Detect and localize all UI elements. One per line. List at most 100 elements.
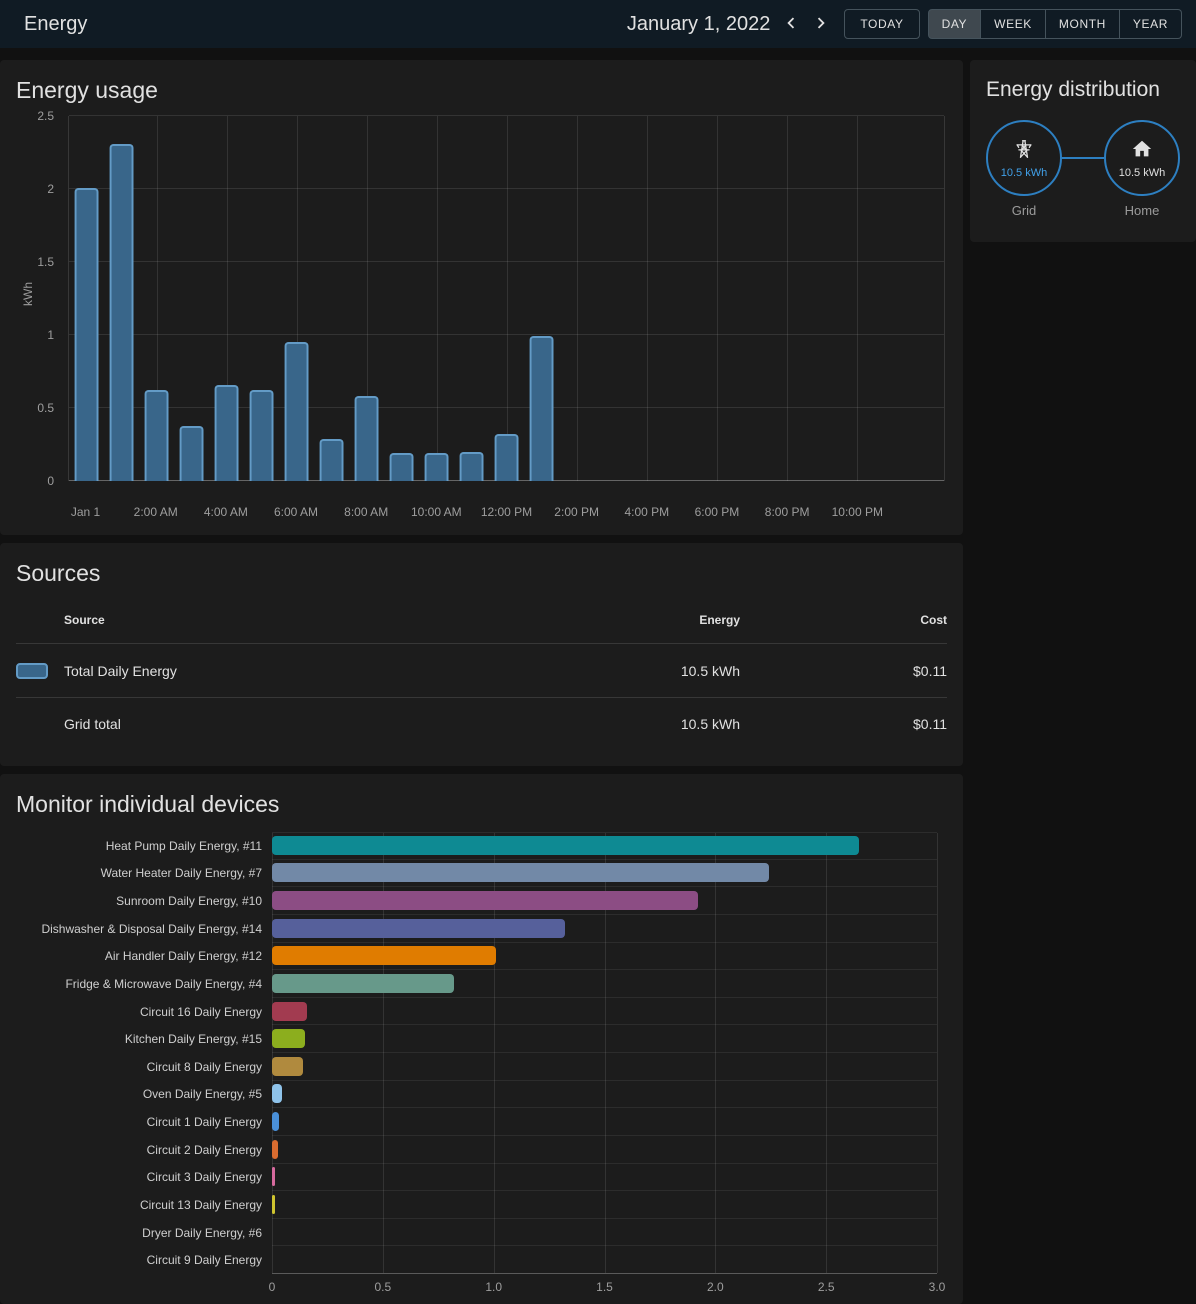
usage-bar[interactable]	[109, 143, 134, 481]
device-bar[interactable]	[272, 973, 454, 993]
x-tick-label: 2:00 AM	[133, 505, 178, 519]
y-tick-label: 1	[47, 328, 54, 342]
gridline-x	[786, 116, 788, 481]
device-bar[interactable]	[272, 863, 769, 883]
grid-to-home-flow-line	[1062, 157, 1104, 159]
device-row: Circuit 9 Daily Energy	[16, 1246, 947, 1274]
device-bar[interactable]	[272, 1194, 275, 1214]
today-button[interactable]: TODAY	[844, 9, 920, 39]
x-tick-label: 4:00 PM	[624, 505, 670, 519]
usage-yaxis: 0 0.5 1 1.5 2 2.5	[16, 109, 62, 488]
gridline-x	[296, 116, 298, 481]
usage-chart: kWh 0 0.5 1 1.5 2 2.5 Jan 1 2:00 AM 4:00 AM 6:00…	[16, 104, 947, 519]
device-track	[272, 1025, 937, 1053]
table-row: Total Daily Energy 10.5 kWh $0.11	[16, 644, 947, 697]
device-track	[272, 1164, 937, 1192]
x-tick-label: 3.0	[928, 1280, 946, 1294]
usage-bar[interactable]	[284, 342, 309, 481]
usage-bar[interactable]	[319, 438, 344, 481]
device-bar[interactable]	[272, 891, 698, 911]
usage-bar[interactable]	[424, 453, 449, 481]
gridline-y	[69, 334, 944, 335]
device-track	[272, 887, 937, 915]
home-value: 10.5 kWh	[1118, 166, 1166, 179]
chevron-right-icon	[810, 12, 832, 37]
device-label: Circuit 1 Daily Energy	[146, 1115, 262, 1130]
usage-bar[interactable]	[249, 390, 274, 481]
x-tick-label: 1.0	[485, 1280, 502, 1294]
home-circle: 10.5 kWh	[1104, 120, 1180, 196]
device-bar[interactable]	[272, 835, 860, 855]
x-tick-label: 1.5	[596, 1280, 613, 1294]
x-tick-label: 12:00 PM	[480, 505, 533, 519]
device-bar[interactable]	[272, 1167, 275, 1187]
right-column: Energy distribution	[970, 60, 1196, 1304]
y-tick-label: 0	[47, 474, 54, 488]
devices-chart: Heat Pump Daily Energy, #11 Water Heater …	[16, 832, 947, 1294]
app-header: Energy January 1, 2022 TODAY DAY WEEK MO…	[0, 0, 1196, 48]
column-header-cost: Cost	[920, 612, 947, 627]
device-row: Air Handler Daily Energy, #12	[16, 943, 947, 971]
usage-bar[interactable]	[214, 384, 239, 481]
column-header-energy: Energy	[699, 612, 740, 627]
usage-bar[interactable]	[179, 425, 204, 481]
device-label: Dishwasher & Disposal Daily Energy, #14	[41, 921, 262, 936]
device-bar[interactable]	[272, 1029, 306, 1049]
usage-bar[interactable]	[354, 396, 379, 481]
source-energy: 10.5 kWh	[680, 716, 740, 732]
gridline-x	[826, 833, 828, 1273]
device-row: Oven Daily Energy, #5	[16, 1081, 947, 1109]
usage-bar[interactable]	[494, 434, 519, 481]
device-label: Oven Daily Energy, #5	[142, 1087, 262, 1102]
energy-usage-card: Energy usage kWh 0 0.5 1 1.5 2 2.5 Jan 1 2:00 …	[0, 60, 963, 535]
device-rows: Heat Pump Daily Energy, #11 Water Heater …	[16, 832, 947, 1274]
gridline-x	[366, 116, 368, 481]
usage-bar[interactable]	[74, 187, 99, 481]
device-bar[interactable]	[272, 1056, 304, 1076]
device-bar[interactable]	[272, 918, 565, 938]
device-row: Water Heater Daily Energy, #7	[16, 860, 947, 888]
device-bar[interactable]	[272, 946, 496, 966]
next-date-button[interactable]	[806, 6, 836, 42]
device-track	[272, 1246, 937, 1274]
device-row: Circuit 2 Daily Energy	[16, 1136, 947, 1164]
source-cost: $0.11	[913, 716, 947, 732]
device-bar[interactable]	[272, 1112, 279, 1132]
device-track	[272, 998, 937, 1026]
gridline-x	[716, 116, 718, 481]
distribution-card-title: Energy distribution	[986, 78, 1160, 101]
usage-bar[interactable]	[529, 336, 554, 481]
x-tick-label: 6:00 PM	[694, 505, 740, 519]
source-name: Grid total	[64, 716, 121, 732]
column-header-source: Source	[64, 612, 105, 627]
sources-table-header: Source Energy Cost	[16, 596, 947, 644]
tab-week[interactable]: WEEK	[981, 9, 1046, 39]
usage-bar[interactable]	[459, 451, 484, 481]
gridline-x	[493, 833, 495, 1273]
gridline-x	[576, 116, 578, 481]
grid-node: 10.5 kWh Grid	[986, 120, 1062, 218]
device-track	[272, 970, 937, 998]
tab-day[interactable]: DAY	[927, 9, 982, 39]
x-tick-label: 2.0	[706, 1280, 724, 1294]
home-label: Home	[1124, 203, 1160, 218]
usage-bar[interactable]	[389, 453, 414, 481]
gridline-x	[937, 833, 938, 1273]
usage-bar[interactable]	[144, 390, 169, 481]
device-bar[interactable]	[272, 1001, 308, 1021]
gridline-y	[69, 188, 944, 189]
device-bar[interactable]	[272, 1139, 278, 1159]
device-row: Circuit 1 Daily Energy	[16, 1108, 947, 1136]
y-tick-label: 0.5	[37, 401, 54, 415]
devices-card-title: Monitor individual devices	[16, 791, 280, 817]
tab-year[interactable]: YEAR	[1119, 9, 1182, 39]
device-bar[interactable]	[272, 1084, 282, 1104]
device-label: Air Handler Daily Energy, #12	[104, 949, 262, 964]
device-row: Circuit 16 Daily Energy	[16, 998, 947, 1026]
gridline-x	[646, 116, 648, 481]
tab-month[interactable]: MONTH	[1045, 9, 1120, 39]
device-label: Dryer Daily Energy, #6	[142, 1225, 262, 1240]
prev-date-button[interactable]	[776, 6, 806, 42]
x-tick-label: Jan 1	[70, 505, 101, 519]
y-tick-label: 2.5	[37, 109, 54, 123]
